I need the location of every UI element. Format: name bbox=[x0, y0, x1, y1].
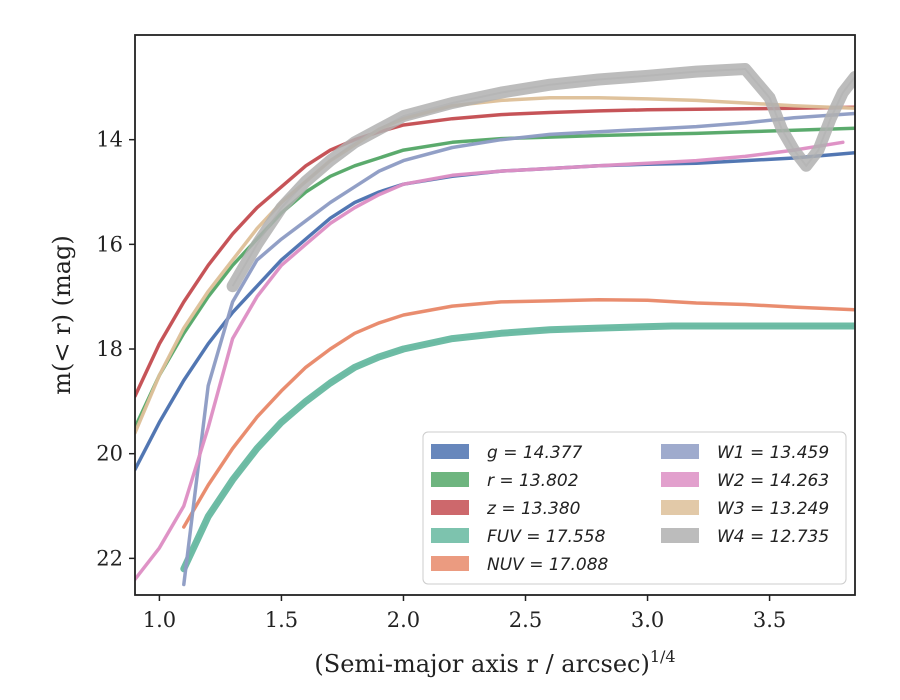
series-5-line bbox=[182, 111, 855, 587]
legend-label-8: W4 = 12.735 bbox=[717, 527, 829, 547]
series-1-line bbox=[135, 126, 855, 430]
legend-label-6: W2 = 14.263 bbox=[717, 471, 829, 491]
x-tick-label-2: 2.0 bbox=[387, 608, 420, 632]
x-tick-label-3: 2.5 bbox=[509, 608, 542, 632]
legend: g = 14.377 r = 13.802 z = 13.380 FUV = 17.5… bbox=[422, 431, 847, 585]
y-tick-label-1: 16 bbox=[96, 232, 123, 256]
y-tick-label-3: 20 bbox=[96, 442, 123, 466]
series-4-line bbox=[182, 298, 855, 529]
legend-label-4: NUV = 17.088 bbox=[487, 555, 609, 575]
legend-swatch-3 bbox=[431, 528, 469, 543]
legend-swatch-7 bbox=[661, 500, 699, 515]
legend-swatch-6 bbox=[661, 472, 699, 487]
series-layer bbox=[135, 63, 855, 587]
legend-label-7: W3 = 13.249 bbox=[717, 499, 829, 519]
legend-label-1: r = 13.802 bbox=[487, 471, 579, 491]
y-tick-label-4: 22 bbox=[96, 546, 123, 570]
legend-label-5: W1 = 13.459 bbox=[717, 443, 829, 463]
plot-frame bbox=[134, 34, 856, 596]
x-tick-label-4: 3.0 bbox=[631, 608, 664, 632]
legend-box bbox=[422, 431, 847, 585]
series-6-line bbox=[135, 140, 845, 582]
legend-label-0: g = 14.377 bbox=[487, 443, 583, 463]
legend-swatch-2 bbox=[431, 500, 469, 515]
series-8-line bbox=[226, 63, 855, 293]
x-tick-label-1: 1.5 bbox=[265, 608, 298, 632]
y-tick-label-0: 14 bbox=[96, 128, 123, 152]
legend-label-3: FUV = 17.558 bbox=[487, 527, 606, 547]
x-axis-label: (Semi-major axis r / arcsec)1/4 bbox=[314, 647, 675, 678]
series-3-line bbox=[180, 322, 855, 573]
axes-layer: 1.0 1.5 2.0 2.5 3.0 3.5 14 16 18 20 22 bbox=[96, 34, 856, 632]
series-0-line bbox=[135, 151, 855, 472]
x-tick-label-0: 1.0 bbox=[143, 608, 176, 632]
legend-label-2: z = 13.380 bbox=[486, 499, 580, 519]
y-axis-label: m(< r) (mag) bbox=[48, 235, 76, 394]
y-tick-label-2: 18 bbox=[96, 337, 123, 361]
legend-swatch-0 bbox=[431, 444, 469, 459]
legend-swatch-5 bbox=[661, 444, 699, 459]
legend-swatch-1 bbox=[431, 472, 469, 487]
legend-swatch-4 bbox=[431, 556, 469, 571]
x-tick-label-5: 3.5 bbox=[753, 608, 786, 632]
legend-swatch-8 bbox=[661, 528, 699, 543]
